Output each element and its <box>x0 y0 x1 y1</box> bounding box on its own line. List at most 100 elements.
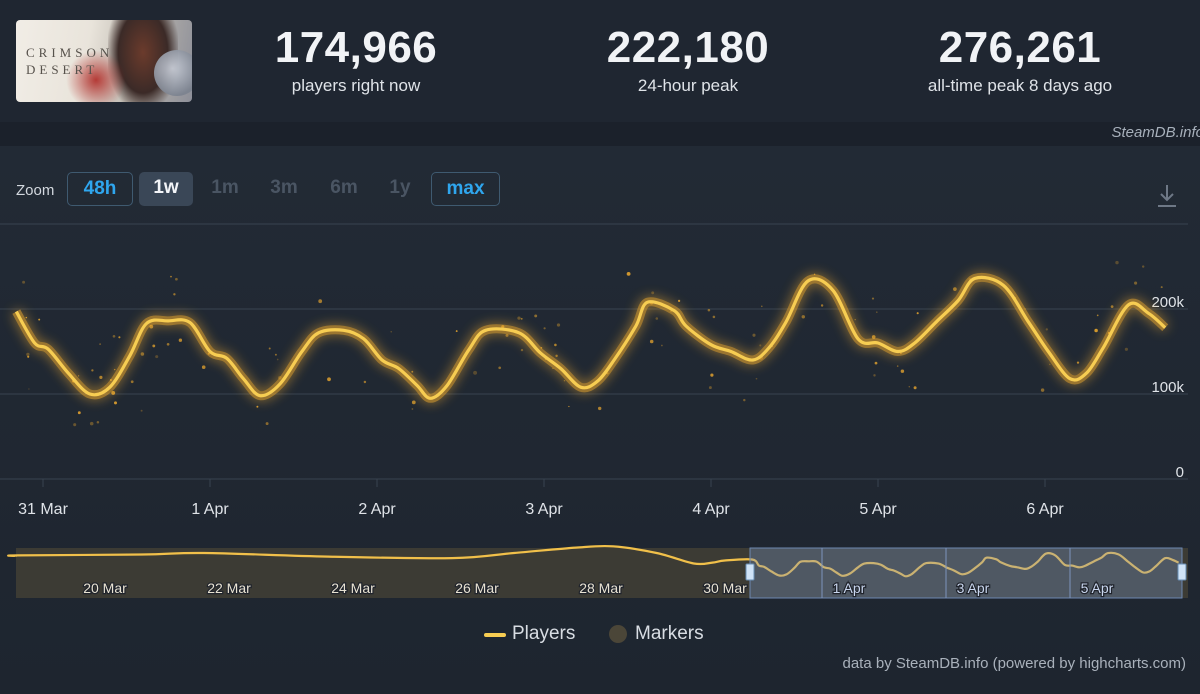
sparkle <box>534 314 538 318</box>
sparkle <box>327 377 331 382</box>
sparkle <box>152 344 156 348</box>
zoom-max-button[interactable]: max <box>431 172 500 206</box>
sparkle <box>130 380 134 384</box>
sparkle <box>155 355 159 359</box>
sparkle <box>25 316 28 319</box>
zoom-48h-button[interactable]: 48h <box>67 172 133 206</box>
footer-credit[interactable]: data by SteamDB.info (powered by highcha… <box>842 655 1187 672</box>
sparkle <box>73 423 77 427</box>
glow-particles <box>22 260 1163 427</box>
sparkle <box>874 361 878 365</box>
sparkle <box>876 311 878 313</box>
chart-panel <box>0 146 1200 694</box>
sparkle <box>677 299 681 303</box>
sparkle <box>953 287 957 291</box>
stat-label: 24-hour peak <box>637 76 739 95</box>
sparkle <box>1045 328 1048 331</box>
zoom-1y-button[interactable]: 1y <box>389 177 411 198</box>
sparkle <box>568 405 570 408</box>
sparkle <box>916 312 919 315</box>
sparkle <box>712 315 716 319</box>
download-icon[interactable] <box>1156 183 1178 209</box>
sparkle <box>166 342 170 346</box>
game-logo-text: CRIMSON DESERT <box>26 45 114 77</box>
navigator-date-label: 26 Mar <box>455 580 499 596</box>
sparkle <box>390 331 392 333</box>
zoom-label: Zoom <box>16 182 55 199</box>
sparkle <box>89 421 94 426</box>
game-thumbnail[interactable]: CRIMSON DESERT <box>16 20 192 102</box>
sparkle <box>411 400 416 405</box>
navigator-date-label: 22 Mar <box>207 580 251 596</box>
sparkle <box>38 318 41 321</box>
sparkle <box>114 401 117 405</box>
sparkle <box>112 334 116 338</box>
sparkle <box>626 271 631 276</box>
sparkle <box>759 344 762 347</box>
sparkle <box>871 335 876 339</box>
sparkle <box>411 408 414 410</box>
sparkle <box>268 347 271 350</box>
stat-value: 276,261 <box>938 23 1102 72</box>
zoom-1m-button[interactable]: 1m <box>211 177 239 198</box>
sparkle <box>854 319 856 321</box>
zoom-1w-button[interactable]: 1w <box>139 172 193 206</box>
sparkle <box>563 379 566 382</box>
sparkle <box>520 348 524 352</box>
sparkle <box>1115 260 1119 265</box>
sparkle <box>22 280 26 284</box>
navigator-left-handle[interactable] <box>745 563 755 581</box>
sparkle <box>655 317 659 320</box>
sparkle <box>175 277 178 281</box>
navigator-right-handle[interactable] <box>1177 563 1187 581</box>
zoom-6m-button[interactable]: 6m <box>330 177 358 198</box>
x-tick-label: 6 Apr <box>1026 501 1064 518</box>
sparkle <box>96 421 100 424</box>
sparkle <box>710 373 714 377</box>
sparkle <box>651 291 655 295</box>
sparkle <box>178 338 183 342</box>
legend-label: Players <box>512 623 576 644</box>
navigator-date-label: 28 Mar <box>579 580 623 596</box>
navigator-separators <box>821 548 1071 598</box>
sparkle <box>661 344 663 347</box>
sparkle <box>173 293 176 296</box>
stat-all-time-peak: 276,261 all-time peak 8 days ago <box>880 24 1160 96</box>
sparkle <box>77 411 81 415</box>
sparkle <box>274 353 277 356</box>
sparkle <box>801 315 806 319</box>
sparkle <box>1096 314 1099 317</box>
stat-24h-peak: 222,180 24-hour peak <box>568 24 808 96</box>
grid-lines <box>0 223 1188 480</box>
sparkle <box>900 369 905 373</box>
y-tick-label: 100k <box>1151 379 1184 396</box>
sparkle <box>505 333 509 337</box>
sparkle <box>28 388 30 390</box>
range-navigator[interactable]: 20 Mar 22 Mar 24 Mar 26 Mar 28 Mar 30 Mar 1 Ap… <box>0 540 1200 604</box>
sparkle <box>1049 363 1051 366</box>
zoom-3m-button[interactable]: 3m <box>270 177 298 198</box>
sparkle <box>755 377 758 380</box>
sparkle <box>473 370 478 375</box>
navigator-date-label: 5 Apr <box>1081 580 1114 596</box>
navigator-date-label: 20 Mar <box>83 580 127 596</box>
sparkle <box>896 365 899 367</box>
stat-current-players: 174,966 players right now <box>236 24 476 96</box>
stat-label: all-time peak 8 days ago <box>927 76 1113 95</box>
player-count-chart[interactable]: 0 100k 200k 31 Mar 1 Apr 2 Apr 3 Apr 4 Apr 5 Ap… <box>0 210 1200 530</box>
navigator-background <box>16 548 1188 598</box>
x-tick-label: 3 Apr <box>525 501 563 518</box>
stat-label: players right now <box>291 76 421 95</box>
steamdb-credit[interactable]: SteamDB.info <box>1111 124 1200 141</box>
legend-label: Markers <box>635 623 704 644</box>
x-tick-label: 1 Apr <box>191 501 229 518</box>
sparkle <box>913 386 917 390</box>
players-series-line[interactable] <box>14 275 1167 400</box>
y-axis-labels: 0 100k 200k <box>1151 294 1184 481</box>
sparkle <box>649 339 654 344</box>
x-tick-label: 4 Apr <box>692 501 730 518</box>
navigator-date-labels: 20 Mar 22 Mar 24 Mar 26 Mar 28 Mar 30 Mar 1 Ap… <box>82 579 1115 598</box>
sparkle <box>140 409 143 412</box>
legend-line-icon <box>484 633 506 637</box>
sparkle <box>170 275 172 278</box>
